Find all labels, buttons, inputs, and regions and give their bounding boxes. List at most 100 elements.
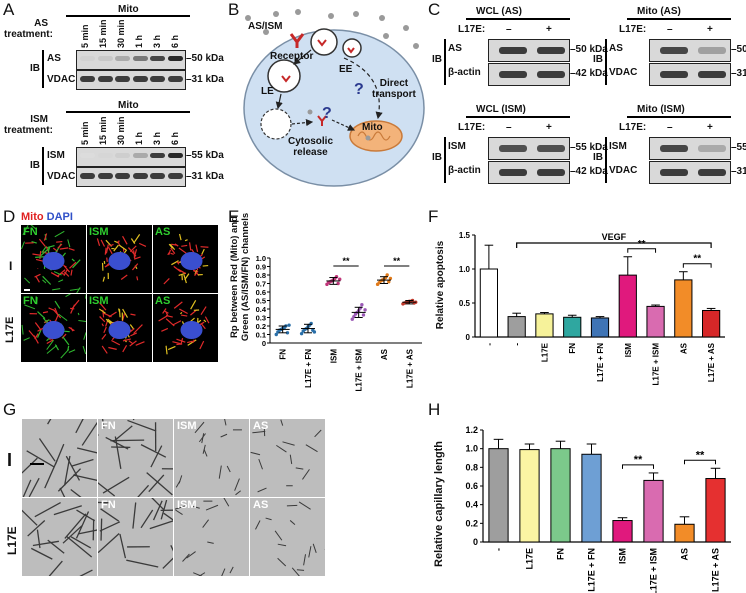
h-xtick-label: L17E + AS [711, 548, 721, 592]
e-ytick-label: 0.9 [256, 263, 266, 272]
c-kda: –31 kDa [731, 68, 746, 79]
blot-band [150, 56, 165, 61]
e-xtick-label: AS [380, 348, 389, 360]
b-label-le: LE [261, 86, 274, 97]
e-ytick-label: 0 [262, 339, 266, 348]
e-xtick-label: L17E + AS [405, 348, 414, 388]
f-chart: 0 0.5 1.0 1.5 - - L17E FN L17E + FN ISM L17E + ISM… [459, 231, 725, 385]
g-tube-art [98, 419, 173, 497]
c-sign-plus: + [707, 24, 713, 35]
h-bar [550, 448, 571, 543]
c-title-line [466, 18, 570, 20]
h-bar [488, 448, 509, 543]
f-group-label: VEGF [602, 232, 627, 242]
f-xtick-label: ISM [624, 343, 633, 358]
g-tube-art [174, 498, 234, 576]
c-l17e-label: L17E: [458, 122, 486, 133]
blot-band [660, 47, 688, 54]
f-xtick-label: L17E + AS [707, 342, 716, 382]
c-ib: IB [432, 152, 442, 163]
d-cell-art [98, 302, 145, 354]
c-blot [488, 63, 570, 86]
a-bottom-header: Mito [118, 100, 139, 111]
c-row-name: ISM [609, 141, 627, 152]
e-ylabel: Rp between Red (Mito) and Green (AS/ISM/… [229, 212, 251, 342]
blot-band [97, 153, 113, 158]
h-xtick-label: ISM [618, 548, 628, 564]
h-sig-bracket [684, 459, 716, 465]
g-micrograph: FN [98, 498, 173, 576]
c-row-name: VDAC [609, 165, 638, 176]
c-sign-minus: – [506, 122, 512, 133]
a-bottom-ib-bracket [42, 147, 44, 185]
b-le-vesicle [267, 59, 301, 93]
d-column-label: ISM [89, 226, 109, 238]
c-blot [488, 39, 570, 62]
f-xtick-label: L17E + FN [596, 343, 605, 382]
g-tube-art [250, 419, 322, 493]
blot-band [115, 56, 130, 61]
g-micrograph: ISM [174, 419, 249, 497]
d-column-label: FN [23, 295, 38, 307]
a-top-kda-as: –50 kDa [186, 53, 224, 64]
g-micrograph: FN [98, 419, 173, 497]
a-top-treatment-label: AS treatment: [4, 18, 53, 40]
d-row-label-i: I [9, 259, 13, 273]
e-xtick-label: L17E + FN [304, 349, 313, 388]
blot-band [80, 56, 95, 61]
d-cell-art [163, 233, 209, 285]
e-point [388, 276, 393, 281]
blot-band [499, 71, 527, 78]
d-scale-bar [24, 289, 30, 291]
g-micrograph: AS [250, 498, 325, 576]
c-row-name: AS [609, 43, 623, 54]
h-ytick-label: 1.2 [465, 425, 478, 435]
h-xtick-label: L17E + FN [587, 548, 597, 592]
f-bar [646, 305, 665, 338]
h-xtick-label: L17E + ISM [649, 548, 659, 593]
f-bar [507, 316, 526, 338]
c-ib-bracket [605, 137, 607, 183]
d-micrograph: AS [153, 225, 218, 293]
timepoint-label: 6 h [170, 34, 180, 48]
e-point [361, 313, 366, 317]
d-column-label: FN [23, 226, 38, 238]
e-ytick-label: 0.4 [256, 305, 267, 314]
h-sig-bracket [622, 464, 654, 469]
blot-band [167, 56, 183, 61]
c-blot-title: WCL (ISM) [476, 104, 526, 115]
e-point [299, 331, 304, 336]
b-label-mito: Mito [362, 122, 383, 133]
e-point [274, 332, 278, 337]
blot-band [537, 71, 565, 78]
f-xtick-label: - [513, 343, 522, 346]
c-sign-minus: – [667, 122, 673, 133]
c-blot [488, 137, 570, 160]
a-top-blot-as [76, 50, 186, 70]
e-point [385, 273, 389, 277]
c-blot-title: WCL (AS) [476, 6, 522, 17]
h-bar [519, 449, 540, 543]
e-xtick-label: L17E + ISM [355, 349, 364, 392]
h-ytick-label: 0.2 [465, 518, 478, 528]
e-sig-label: ** [393, 256, 401, 266]
d-cell-art [158, 300, 210, 355]
c-blot [488, 161, 570, 184]
f-bar [479, 268, 498, 338]
e-ytick-label: 0.8 [256, 271, 266, 280]
blot-band [80, 76, 95, 82]
blot-band [80, 173, 95, 179]
h-xtick-label: - [494, 548, 504, 551]
g-row-label-l17e: L17E [5, 526, 19, 555]
h-bar [674, 523, 695, 543]
h-chart: 0 0.2 0.4 0.6 0.8 1.0 1.2 - L17E FN L17E + FN ISM L1… [465, 425, 731, 593]
panel-label-c: C [428, 0, 441, 19]
f-group-bracket [516, 242, 712, 248]
c-ib-bracket [605, 39, 607, 85]
c-kda: –42 kDa [570, 68, 608, 79]
f-xtick-label: FN [568, 343, 577, 354]
b-question-2: ? [322, 105, 332, 122]
f-ytick-label: 0.5 [459, 299, 471, 308]
blot-band [132, 153, 148, 158]
d-column-label: AS [155, 226, 171, 238]
